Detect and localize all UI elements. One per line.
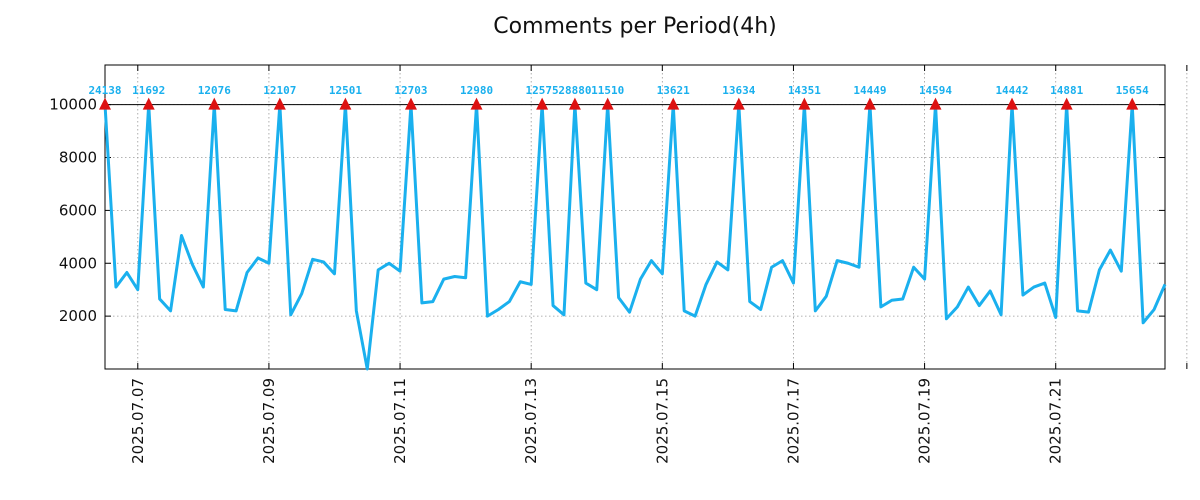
peak-labels: 24138 11692 12076 12107 12501 12703 12980 12575… <box>88 84 1149 97</box>
peak-label: 28880 <box>558 84 591 97</box>
x-tick-label: 2025.07.21 <box>1047 378 1065 464</box>
peak-marker <box>732 97 745 110</box>
x-tick-label: 2025.07.15 <box>653 378 671 464</box>
peak-label: 12980 <box>460 84 493 97</box>
peak-label: 15654 <box>1116 84 1149 97</box>
peak-label: 12703 <box>394 84 427 97</box>
x-tick-label: 2025.07.19 <box>916 378 934 464</box>
peak-marker <box>929 97 942 110</box>
peak-marker <box>142 97 155 110</box>
peak-marker <box>863 97 876 110</box>
peak-marker <box>273 97 286 110</box>
peak-marker <box>470 97 483 110</box>
peak-marker <box>536 97 549 110</box>
peak-label: 14351 <box>788 84 821 97</box>
peak-marker <box>339 97 352 110</box>
y-tick-label: 10000 <box>49 96 97 114</box>
x-tick-label: 2025.07.11 <box>391 378 409 464</box>
peak-marker <box>99 97 111 110</box>
grid <box>105 65 1188 369</box>
peak-label: 12501 <box>329 84 362 97</box>
peak-label: 13621 <box>657 84 690 97</box>
peak-marker <box>601 97 614 110</box>
peak-label: 12107 <box>263 84 296 97</box>
peak-label: 11692 <box>132 84 165 97</box>
peak-marker <box>1006 97 1019 110</box>
peak-marker <box>208 97 221 110</box>
peak-label: 14442 <box>995 84 1028 97</box>
y-tick-label: 4000 <box>59 254 97 272</box>
peak-label: 14594 <box>919 84 952 97</box>
x-tick-label: 2025.07.09 <box>260 378 278 464</box>
y-tick-label: 2000 <box>59 307 97 325</box>
axes: 2000 4000 6000 8000 10000 2025.07.07 2025.07.0… <box>49 64 1188 464</box>
peak-markers <box>99 97 1139 110</box>
peak-marker <box>667 97 680 110</box>
series-line <box>103 103 1167 371</box>
x-tick-label: 2025.07.13 <box>522 378 540 464</box>
y-tick-label: 8000 <box>59 149 97 167</box>
x-tick-label: 2025.07.07 <box>129 378 147 464</box>
x-tick-label: 2025.07.17 <box>784 378 802 464</box>
peak-marker <box>798 97 811 110</box>
series-comments <box>103 103 1167 371</box>
peak-label: 12575 <box>526 84 559 97</box>
plot-frame <box>104 64 1166 370</box>
y-tick-label: 6000 <box>59 201 97 219</box>
peak-marker <box>404 97 417 110</box>
peak-label: 13634 <box>722 84 755 97</box>
peak-marker <box>1060 97 1073 110</box>
peak-label: 24138 <box>88 84 121 97</box>
peak-label: 12076 <box>198 84 231 97</box>
peak-marker <box>1126 97 1139 110</box>
peak-label: 14881 <box>1050 84 1083 97</box>
peak-marker <box>568 97 581 110</box>
chart-title: Comments per Period(4h) <box>493 14 777 39</box>
peak-label: 11510 <box>591 84 624 97</box>
peak-label: 14449 <box>853 84 886 97</box>
